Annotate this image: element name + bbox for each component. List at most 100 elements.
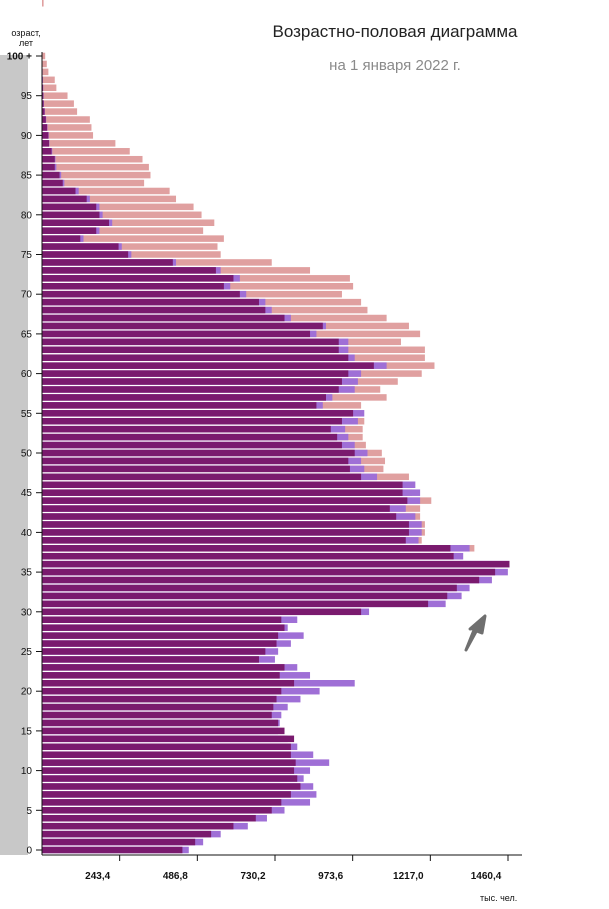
y-tick-label-5: 5 xyxy=(26,806,32,817)
bar-age-35-series-0 xyxy=(42,568,496,576)
x-tick-label-5: 1460,4 xyxy=(471,871,502,882)
bar-age-68-series-0 xyxy=(42,306,266,314)
bar-age-61-series-0 xyxy=(42,362,374,369)
bar-age-100-series-2 xyxy=(42,52,46,60)
bar-age-67-series-0 xyxy=(42,314,285,322)
bar-age-98-series-2 xyxy=(42,68,49,76)
bar-age-52-series-0 xyxy=(42,433,338,441)
y-tick-label-35: 35 xyxy=(21,568,33,579)
bar-age-60-series-0 xyxy=(42,370,349,377)
bar-age-53-series-0 xyxy=(42,425,331,433)
bar-age-40-series-0 xyxy=(42,529,409,536)
bar-age-94-series-2 xyxy=(42,100,74,107)
bar-age-28-series-0 xyxy=(42,624,285,631)
bar-age-13-series-0 xyxy=(42,743,291,751)
bar-age-undefined-series-2 xyxy=(42,0,44,7)
bar-age-83-series-0 xyxy=(42,187,76,195)
bar-age-55-series-0 xyxy=(42,410,354,417)
bar-age-73-series-0 xyxy=(42,267,216,274)
bar-age-7-series-0 xyxy=(42,791,291,798)
bar-age-45-series-0 xyxy=(42,489,403,496)
bar-age-41-series-0 xyxy=(42,521,409,528)
arrow-cursor-icon xyxy=(464,614,487,652)
bar-age-6-series-0 xyxy=(42,799,282,806)
bar-age-69-series-0 xyxy=(42,298,259,306)
bar-age-83-series-2 xyxy=(42,187,170,195)
y-tick-label-10: 10 xyxy=(21,766,33,777)
bar-age-26-series-0 xyxy=(42,640,277,647)
bar-age-30-series-0 xyxy=(42,608,362,616)
left-gray-panel xyxy=(0,55,28,855)
bar-age-66-series-0 xyxy=(42,322,323,330)
bar-age-8-series-0 xyxy=(42,783,301,790)
y-tick-label-65: 65 xyxy=(21,329,33,340)
bar-age-59-series-0 xyxy=(42,378,342,385)
x-tick-label-3: 973,6 xyxy=(318,871,343,882)
bar-age-80-series-0 xyxy=(42,211,100,219)
bar-age-3-series-0 xyxy=(42,822,234,830)
bar-age-20-series-0 xyxy=(42,687,282,695)
bar-age-92-series-2 xyxy=(42,116,90,123)
bar-age-79-series-0 xyxy=(42,219,110,226)
bar-age-91-series-0 xyxy=(42,124,48,131)
y-tick-label-70: 70 xyxy=(21,290,33,301)
bar-age-88-series-2 xyxy=(42,148,130,155)
bar-age-63-series-0 xyxy=(42,346,339,354)
bar-age-5-series-0 xyxy=(42,807,272,814)
bar-age-14-series-0 xyxy=(42,735,295,743)
y-tick-label-55: 55 xyxy=(21,409,33,420)
y-axis-label: озраст, лет xyxy=(0,28,52,48)
bar-age-51-series-0 xyxy=(42,441,342,449)
y-tick-label-30: 30 xyxy=(21,607,33,618)
bar-age-87-series-2 xyxy=(42,155,143,163)
bar-age-4-series-0 xyxy=(42,814,256,822)
bar-age-86-series-2 xyxy=(42,163,149,171)
bar-age-93-series-2 xyxy=(42,108,78,115)
bar-age-12-series-0 xyxy=(42,751,291,758)
x-tick-label-0: 243,4 xyxy=(85,871,110,882)
bar-age-81-series-2 xyxy=(42,203,194,211)
chart-subtitle: на 1 января 2022 г. xyxy=(329,57,461,74)
bar-age-50-series-0 xyxy=(42,449,355,457)
bar-age-88-series-0 xyxy=(42,148,52,155)
bar-age-85-series-2 xyxy=(42,171,151,179)
bar-age-82-series-2 xyxy=(42,195,177,203)
x-tick-label-2: 730,2 xyxy=(240,871,265,882)
y-tick-label-100: 100 + xyxy=(7,52,32,63)
bar-age-0-series-0 xyxy=(42,846,183,854)
bar-age-95-series-0 xyxy=(42,92,44,99)
bar-age-16-series-0 xyxy=(42,719,279,727)
bar-age-96-series-2 xyxy=(42,84,57,92)
bar-age-46-series-0 xyxy=(42,481,403,489)
y-tick-label-20: 20 xyxy=(21,687,33,698)
bar-age-27-series-0 xyxy=(42,632,279,639)
y-tick-label-25: 25 xyxy=(21,647,33,658)
y-axis-label-line1: озраст, xyxy=(11,28,41,38)
bar-age-44-series-0 xyxy=(42,497,408,504)
y-tick-label-15: 15 xyxy=(21,726,33,737)
x-tick-label-1: 486,8 xyxy=(163,871,188,882)
bar-age-78-series-2 xyxy=(42,227,204,234)
bar-age-57-series-0 xyxy=(42,394,326,401)
bar-age-19-series-0 xyxy=(42,695,277,703)
bar-age-23-series-0 xyxy=(42,664,285,671)
bar-age-92-series-0 xyxy=(42,116,46,123)
bar-age-65-series-0 xyxy=(42,330,311,338)
bar-age-22-series-0 xyxy=(42,672,280,679)
bar-age-38-series-0 xyxy=(42,545,451,552)
bar-age-75-series-0 xyxy=(42,251,129,258)
bar-age-91-series-2 xyxy=(42,124,92,131)
bar-age-99-series-2 xyxy=(42,60,47,68)
bar-age-86-series-0 xyxy=(42,163,55,171)
bar-age-10-series-0 xyxy=(42,767,295,774)
bar-age-17-series-0 xyxy=(42,711,272,719)
bar-age-79-series-2 xyxy=(42,219,215,226)
chart-title: Возрастно-половая диаграмма xyxy=(272,22,518,41)
bar-age-54-series-0 xyxy=(42,417,342,425)
bar-age-94-series-0 xyxy=(42,100,44,107)
bar-age-49-series-0 xyxy=(42,457,349,465)
bar-age-90-series-2 xyxy=(42,132,94,139)
bar-age-76-series-0 xyxy=(42,243,119,250)
x-axis-unit: тыс. чел. xyxy=(480,893,518,903)
